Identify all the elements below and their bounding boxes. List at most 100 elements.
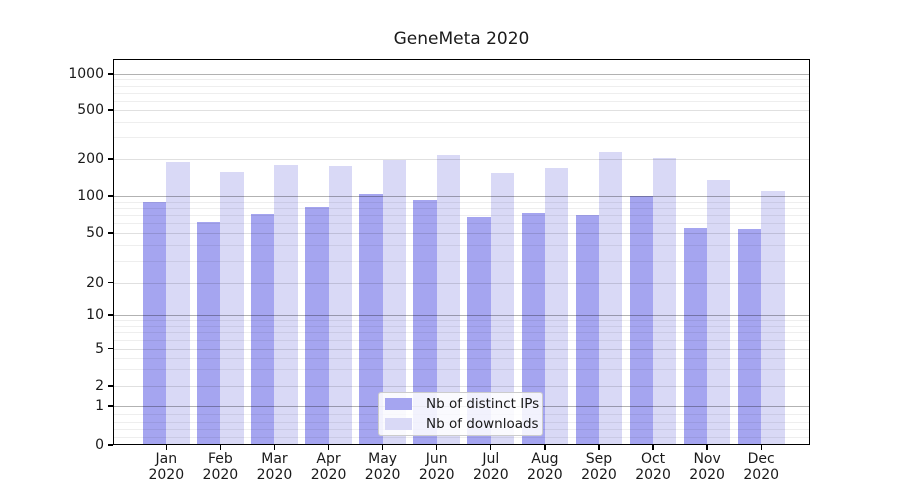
bar-distinct-ips [143, 201, 167, 445]
x-tick-mark [490, 445, 492, 450]
bar-distinct-ips [197, 222, 221, 445]
x-tick-label: Jun 2020 [418, 451, 455, 483]
gridline-900 [113, 79, 810, 81]
x-tick-mark [544, 445, 546, 450]
x-tick-mark [327, 445, 330, 450]
x-tick-mark [598, 445, 600, 450]
bar-distinct-ips [413, 200, 437, 445]
x-tick-mark [273, 445, 276, 450]
y-tick-label: 1 [95, 398, 104, 414]
legend-label: Nb of distinct IPs [426, 396, 540, 412]
bar-downloads [598, 152, 623, 445]
y-tick-mark [108, 314, 113, 316]
gridline-300 [113, 137, 810, 139]
gridline-2 [113, 386, 810, 387]
x-tick-mark [381, 445, 384, 450]
y-tick-mark [108, 73, 113, 75]
bar-distinct-ips [521, 212, 545, 445]
chart-title: GeneMeta 2020 [393, 29, 530, 49]
x-tick-mark [219, 445, 222, 450]
gridline-7 [113, 332, 810, 334]
bar-downloads [707, 180, 731, 445]
bar-distinct-ips [737, 228, 762, 445]
x-tick-label: Feb 2020 [202, 451, 239, 483]
x-tick-mark [760, 445, 762, 450]
x-tick-label: Sep 2020 [581, 451, 617, 483]
gridline-60 [113, 223, 810, 225]
y-tick-mark [108, 444, 113, 446]
y-tick-mark [108, 405, 113, 407]
bar-distinct-ips [305, 207, 329, 445]
gridline-70 [113, 215, 810, 217]
gridline-9 [113, 320, 810, 322]
bar-downloads [382, 160, 406, 445]
x-tick-mark [652, 445, 654, 450]
bar-distinct-ips [683, 227, 708, 445]
bar-downloads [490, 172, 515, 445]
legend-label: Nb of downloads [426, 416, 539, 432]
bar-downloads [436, 155, 460, 445]
x-tick-label: Jan 2020 [148, 451, 185, 483]
y-tick-mark [108, 281, 113, 284]
gridline-200 [113, 159, 810, 160]
legend-swatch-downloads [385, 418, 412, 430]
y-tick-label: 20 [86, 274, 104, 291]
gridline-6 [113, 339, 810, 341]
bar-downloads [166, 161, 190, 445]
x-tick-label: Nov 2020 [689, 451, 725, 483]
x-tick-label: Dec 2020 [743, 451, 780, 483]
y-tick-label: 2 [95, 378, 104, 394]
gridline-600 [113, 100, 810, 102]
bar-distinct-ips [575, 215, 599, 445]
bar-downloads [761, 190, 785, 445]
gridline-40 [113, 245, 810, 247]
y-tick-label: 100 [77, 188, 104, 204]
x-tick-mark [706, 445, 708, 450]
gridline-700 [113, 92, 810, 94]
legend-swatch-distinct-ips [385, 398, 412, 410]
bars-layer [113, 59, 810, 445]
gridline-4 [113, 357, 810, 359]
y-tick-label: 200 [77, 151, 104, 167]
y-tick-label: 500 [77, 102, 104, 118]
gridline-100 [113, 196, 810, 197]
y-tick-mark [108, 232, 113, 234]
y-tick-label: 1000 [68, 66, 104, 82]
y-tick-mark [108, 109, 113, 111]
legend-row: Nb of downloads [385, 416, 539, 432]
x-tick-mark [165, 445, 167, 450]
y-tick-label: 10 [86, 307, 104, 323]
x-tick-label: Oct 2020 [635, 451, 671, 483]
y-tick-mark [108, 158, 113, 160]
gridline-3 [113, 369, 810, 371]
gridline-30 [113, 260, 810, 262]
gridline-8 [113, 325, 810, 327]
gridline-400 [113, 121, 810, 123]
y-tick-mark [108, 385, 113, 387]
bar-downloads [544, 167, 569, 445]
bar-downloads [328, 166, 352, 445]
x-tick-label: Apr 2020 [310, 451, 347, 483]
x-tick-label: Jul 2020 [472, 451, 509, 483]
bar-distinct-ips [467, 217, 491, 445]
y-tick-label: 50 [86, 225, 104, 241]
gridline-500 [113, 110, 810, 111]
legend: Nb of distinct IPs Nb of downloads [378, 392, 543, 436]
bar-distinct-ips [629, 196, 654, 445]
gridline-800 [113, 85, 810, 87]
x-tick-label: May 2020 [364, 451, 401, 483]
bar-downloads [274, 164, 298, 445]
legend-row: Nb of distinct IPs [385, 396, 540, 412]
x-tick-label: Mar 2020 [256, 451, 293, 483]
y-tick-label: 0 [95, 437, 104, 453]
x-tick-label: Aug 2020 [527, 451, 563, 483]
bar-distinct-ips [251, 213, 275, 445]
gridline-5 [113, 348, 810, 350]
bar-distinct-ips [359, 193, 383, 445]
y-tick-mark [108, 195, 113, 197]
gridline-90 [113, 201, 810, 203]
y-tick-mark [108, 347, 113, 350]
gridline-1000 [113, 74, 810, 75]
bar-downloads [653, 158, 677, 445]
